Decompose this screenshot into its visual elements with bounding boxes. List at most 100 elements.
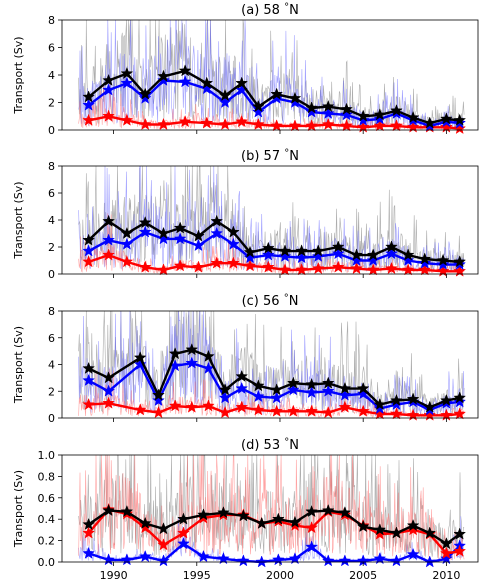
data-point-red (138, 117, 152, 130)
data-point-total (423, 400, 437, 413)
data-point-total (406, 518, 420, 532)
data-point-red (350, 261, 363, 275)
panel-2: 0 2 4 6 8 Transport (Sv) (b) 57 °N (12, 148, 479, 281)
data-point-red (418, 263, 432, 276)
data-point-blue (138, 549, 152, 563)
data-point-total (286, 376, 300, 389)
data-point-red (168, 399, 182, 412)
series-total (82, 64, 467, 129)
data-point-blue (373, 112, 387, 125)
data-point-total (321, 503, 335, 517)
data-point-blue (385, 247, 398, 260)
series-line-total (87, 220, 460, 264)
series-total (82, 503, 467, 550)
data-point-total (185, 343, 199, 356)
data-point-blue (305, 105, 318, 118)
data-point-blue (251, 105, 265, 118)
data-point-blue (321, 384, 335, 397)
data-point-total (217, 506, 230, 519)
data-point-blue (217, 552, 230, 565)
data-point-red (321, 405, 335, 419)
series-total (82, 214, 467, 268)
data-point-total (82, 90, 96, 103)
data-point-red (390, 407, 403, 420)
data-point-total (311, 244, 325, 257)
data-point-total (270, 87, 284, 100)
data-point-total (177, 512, 190, 525)
data-point-total (440, 393, 453, 407)
data-point-total (261, 241, 275, 254)
monthly-red-trace (78, 368, 465, 418)
data-point-red (102, 109, 115, 122)
data-point-total (236, 509, 250, 522)
data-point-red (157, 117, 170, 130)
data-point-blue (82, 98, 96, 111)
y-tick-label: 8 (48, 305, 55, 318)
data-point-red (338, 400, 352, 413)
data-point-total (350, 248, 363, 261)
series-line-blue (88, 231, 460, 266)
y-axis-label: Transport (Sv) (12, 36, 25, 114)
data-point-total (356, 109, 370, 122)
data-point-red (235, 115, 249, 128)
series-blue (82, 225, 467, 270)
data-point-red (173, 259, 187, 272)
data-point-red (82, 255, 96, 268)
data-point-total (356, 381, 370, 395)
data-point-red (251, 117, 265, 130)
data-point-blue (192, 238, 205, 252)
data-point-red (200, 116, 214, 129)
data-point-red (102, 248, 115, 261)
data-point-blue (270, 391, 284, 404)
data-point-total (218, 383, 232, 396)
data-point-red (138, 260, 152, 273)
data-point-total (178, 64, 192, 77)
data-point-blue (82, 244, 96, 257)
y-tick-label: 0.4 (38, 513, 56, 526)
monthly-traces (78, 455, 465, 562)
data-point-total (138, 516, 152, 529)
data-point-red (288, 119, 302, 132)
data-point-total (202, 349, 215, 362)
data-point-total (120, 504, 134, 518)
data-point-total (356, 519, 370, 533)
data-point-total (423, 526, 437, 539)
data-point-blue (440, 552, 453, 565)
data-point-total (235, 76, 249, 89)
data-point-total (157, 226, 170, 239)
data-point-total (120, 226, 134, 239)
data-point-total (406, 110, 420, 124)
data-point-red (120, 113, 134, 126)
data-point-blue (185, 356, 199, 369)
data-point-total (321, 376, 335, 389)
data-point-total (418, 252, 432, 265)
data-point-blue (235, 381, 249, 395)
data-point-total (255, 516, 269, 529)
data-point-blue (210, 226, 224, 239)
data-point-blue (133, 357, 147, 370)
data-point-red (192, 260, 205, 273)
data-point-blue (373, 552, 387, 565)
data-point-total (440, 112, 453, 125)
y-tick-label: 6 (48, 42, 55, 55)
series-blue (82, 537, 467, 568)
data-point-blue (102, 83, 115, 96)
data-point-red (82, 113, 96, 126)
panel-title: (b) 57 °N (241, 148, 299, 164)
data-point-blue (157, 554, 170, 567)
data-point-red (270, 119, 284, 132)
data-point-total (390, 393, 403, 407)
y-tick-label: 0 (48, 268, 55, 281)
data-point-blue (321, 554, 335, 567)
y-tick-label: 2 (48, 385, 55, 398)
data-point-red (243, 259, 257, 272)
data-point-total (102, 73, 115, 86)
data-point-red (278, 263, 292, 276)
data-point-total (157, 69, 170, 82)
data-point-blue (271, 553, 285, 566)
data-point-blue (82, 373, 96, 386)
data-point-blue (305, 385, 318, 399)
data-point-total (440, 537, 453, 550)
series-line-total (87, 509, 461, 545)
data-point-red (373, 119, 387, 132)
